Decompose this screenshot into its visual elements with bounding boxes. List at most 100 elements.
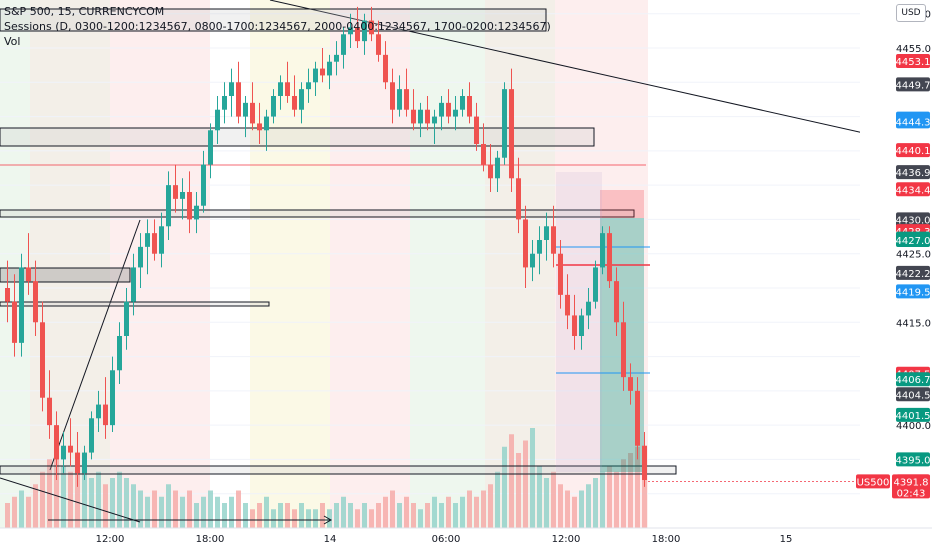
volume-bar	[369, 509, 374, 528]
volume-bar	[460, 496, 465, 528]
price-badge-label: 4406.7	[896, 375, 931, 386]
volume-bar	[75, 453, 80, 528]
volume-bar	[180, 496, 185, 528]
candle-body	[355, 27, 360, 42]
candle-body	[418, 109, 423, 124]
volume-bar	[257, 503, 262, 528]
volume-bar	[173, 490, 178, 528]
candle-body	[334, 54, 339, 62]
candle-body	[306, 82, 311, 90]
volume-bar	[54, 440, 59, 528]
candle-body	[299, 89, 304, 110]
candle-body	[425, 109, 430, 124]
candle-body	[285, 82, 290, 96]
legend-symbol[interactable]: S&P 500, 15, CURRENCYCOM	[4, 5, 165, 18]
volume-bar	[348, 503, 353, 528]
volume-bar	[341, 496, 346, 528]
volume-bar	[278, 503, 283, 528]
candle-body	[327, 61, 332, 76]
trend-line	[0, 477, 141, 523]
volume-bar	[264, 496, 269, 528]
volume-bar	[376, 503, 381, 528]
arrow-head	[323, 515, 333, 525]
candle-body	[222, 96, 227, 110]
countdown-label: 02:43	[897, 488, 926, 499]
volume-bar	[474, 496, 479, 528]
candle-body	[586, 301, 591, 316]
price-badge-label: 4436.9	[896, 168, 931, 179]
candle-body	[635, 390, 640, 446]
y-tick-label: 4455.0	[896, 44, 931, 55]
volume-bar	[152, 490, 157, 528]
price-badge-label: 4444.3	[896, 117, 931, 128]
currency-button[interactable]: USD	[896, 4, 926, 22]
candle-body	[607, 233, 612, 282]
candle-body	[68, 445, 73, 453]
candle-body	[390, 82, 395, 110]
session-background	[0, 0, 648, 528]
volume-bar	[215, 496, 220, 528]
volume-bar	[313, 509, 318, 528]
candle-body	[187, 192, 192, 220]
candle-body	[320, 68, 325, 76]
volume-bar	[306, 509, 311, 528]
candle-body	[544, 226, 549, 240]
price-badge	[896, 114, 930, 129]
volume-bar	[82, 465, 87, 528]
price-badge-label: 4453.1	[896, 57, 931, 68]
price-badge-label: 4427.0	[896, 236, 931, 247]
candle-body	[82, 452, 87, 474]
volume-bar	[586, 484, 591, 528]
session-band	[410, 0, 485, 528]
zone-rect	[0, 127, 595, 147]
volume-bar	[390, 490, 395, 528]
candle-body	[236, 82, 241, 117]
candle-body	[96, 404, 101, 419]
volume-bar	[61, 465, 66, 528]
volume-bar	[89, 478, 94, 528]
volume-bar	[607, 465, 612, 528]
candle-body	[33, 281, 38, 323]
candle-body	[180, 192, 185, 199]
volume-bar	[565, 490, 570, 528]
candle-body	[201, 164, 206, 206]
price-badge-label: 4430.0	[896, 215, 931, 226]
legend-volume[interactable]: Vol	[4, 35, 21, 48]
y-tick-label: 4415.0	[896, 318, 931, 329]
candle-body	[229, 82, 234, 96]
volume-bar	[222, 503, 227, 528]
legend-sessions[interactable]: Sessions (D, 0300-1200:1234567, 0800-170…	[4, 20, 551, 33]
volume-bar	[481, 490, 486, 528]
volume-bar	[12, 496, 17, 528]
last-price-badge	[892, 474, 930, 499]
volume-bar	[320, 503, 325, 528]
candle-body	[369, 20, 374, 35]
volume-bar	[432, 496, 437, 528]
volume-bar	[635, 446, 640, 528]
candle-body	[397, 89, 402, 110]
volume-bar	[124, 478, 129, 528]
candle-body	[166, 185, 171, 227]
price-badge	[896, 452, 930, 467]
volume-bar	[187, 490, 192, 528]
candle-body	[131, 267, 136, 302]
price-badge	[896, 182, 930, 197]
candle-body	[61, 445, 66, 460]
x-tick-label: 18:00	[196, 534, 225, 545]
volume-bar	[418, 509, 423, 528]
candle-body	[453, 109, 458, 117]
candles	[5, 6, 647, 487]
candle-body	[488, 164, 493, 179]
volume-bar	[558, 484, 563, 528]
candle-body	[348, 27, 353, 35]
candle-body	[404, 89, 409, 110]
candle-body	[537, 240, 542, 254]
volume-bar	[544, 478, 549, 528]
volume-bar	[614, 471, 619, 528]
price-badge	[896, 54, 930, 69]
volume-bar	[530, 428, 535, 528]
candle-body	[502, 89, 507, 158]
volume-bar	[355, 509, 360, 528]
candle-body	[411, 109, 416, 124]
